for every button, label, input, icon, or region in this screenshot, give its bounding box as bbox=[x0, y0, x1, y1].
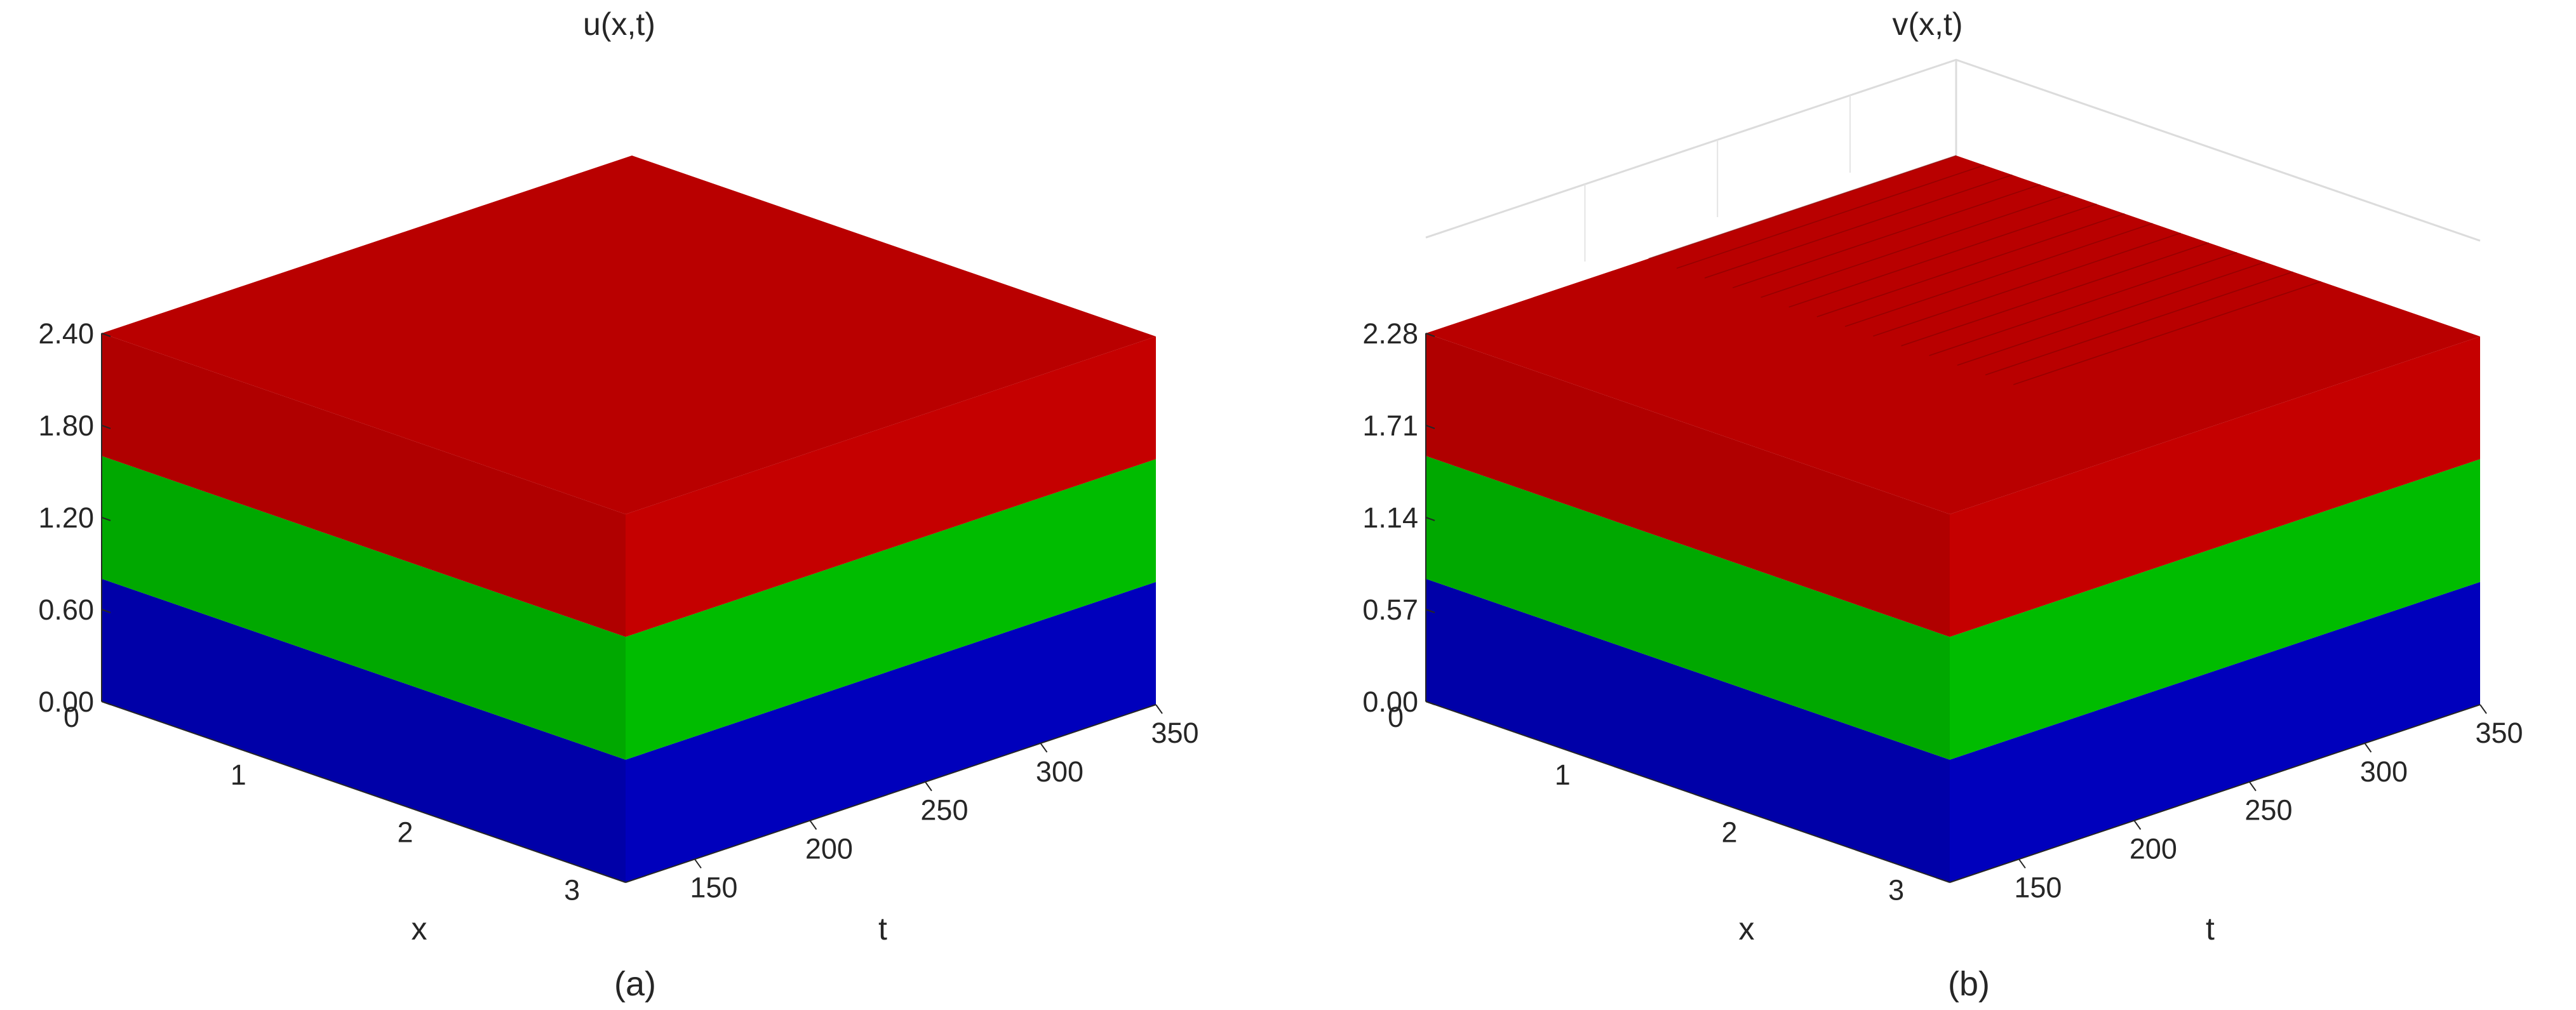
layer-1-side-face bbox=[626, 459, 1156, 760]
x-tick-label-3: 3 bbox=[1888, 874, 1904, 906]
x-tick-label-1: 1 bbox=[231, 759, 246, 791]
layer-0-front-face bbox=[1426, 578, 1950, 882]
t-axis-label-v: t bbox=[2206, 911, 2215, 947]
layer-0-side-face bbox=[1950, 581, 2480, 882]
x-axis-label-u: x bbox=[412, 911, 427, 947]
x-tick-label-3: 3 bbox=[564, 874, 580, 906]
z-tick-mark-2 bbox=[101, 517, 111, 521]
z-tick-label-2: 1.14 bbox=[1362, 502, 1418, 534]
axis-ticks-u: 0.00 0.60 1.20 1.80 2.40 0 1 2 3 150 200 250 300 350 bbox=[38, 317, 1198, 906]
t-tick-label-3: 300 bbox=[2360, 755, 2408, 788]
z-tick-mark-1 bbox=[1425, 609, 1435, 613]
top-stripe-7 bbox=[1844, 223, 2153, 328]
x-tick-label-0: 0 bbox=[64, 701, 79, 733]
z-tick-label-0: 0.00 bbox=[1362, 686, 1418, 718]
t-tick-mark-2 bbox=[2249, 781, 2257, 792]
layer-2-front-face bbox=[102, 333, 626, 637]
x-tick-label-2: 2 bbox=[1721, 816, 1737, 849]
t-axis-line bbox=[625, 704, 1157, 883]
top-stripe-4 bbox=[1761, 194, 2069, 298]
top-stripe-13 bbox=[2013, 281, 2321, 385]
top-stripe-0 bbox=[1648, 155, 1957, 260]
t-tick-label-1: 200 bbox=[805, 833, 853, 865]
t-tick-label-2: 250 bbox=[2244, 794, 2292, 827]
z-tick-mark-4 bbox=[1425, 333, 1435, 337]
x-tick-label-2: 2 bbox=[397, 816, 413, 849]
t-tick-label-1: 200 bbox=[2130, 833, 2177, 865]
t-tick-mark-3 bbox=[2364, 743, 2372, 753]
z-tick-label-1: 0.57 bbox=[1362, 594, 1418, 626]
layer-0-side-face bbox=[626, 581, 1156, 882]
t-tick-mark-3 bbox=[1040, 743, 1048, 753]
x-tick-label-1: 1 bbox=[1555, 759, 1571, 791]
t-tick-mark-1 bbox=[2133, 820, 2142, 830]
t-tick-mark-0 bbox=[694, 858, 702, 869]
top-stripe-6 bbox=[1816, 213, 2125, 317]
layer-0-front-face bbox=[102, 578, 626, 882]
top-stripe-10 bbox=[1929, 251, 2237, 356]
z-tick-mark-1 bbox=[101, 609, 111, 613]
t-tick-mark-4 bbox=[2479, 704, 2487, 714]
surface-v bbox=[1426, 155, 2480, 882]
top-stripe-8 bbox=[1873, 232, 2181, 337]
t-tick-label-0: 150 bbox=[2014, 871, 2062, 903]
t-tick-mark-2 bbox=[925, 781, 932, 792]
z-tick-label-3: 1.71 bbox=[1362, 409, 1418, 442]
chart-title-u: u(x,t) bbox=[583, 6, 655, 42]
layer-1-side-face bbox=[1950, 459, 2480, 760]
panel-label-b: (b) bbox=[1948, 965, 1990, 1003]
t-tick-mark-4 bbox=[1155, 704, 1163, 714]
t-axis-label-u: t bbox=[878, 911, 887, 947]
top-stripe-9 bbox=[1901, 242, 2210, 347]
z-tick-mark-2 bbox=[1425, 517, 1435, 521]
t-axis-line bbox=[1949, 704, 2481, 883]
z-tick-label-1: 0.60 bbox=[38, 594, 94, 626]
t-tick-label-3: 300 bbox=[1036, 755, 1083, 788]
t-tick-label-2: 250 bbox=[920, 794, 968, 827]
layer-2-side-face bbox=[1950, 336, 2480, 637]
z-tick-label-3: 1.80 bbox=[38, 409, 94, 442]
t-tick-mark-1 bbox=[809, 820, 817, 830]
grid-v bbox=[1425, 58, 2481, 262]
z-tick-label-2: 1.20 bbox=[38, 502, 94, 534]
x-tick-label-0: 0 bbox=[1388, 701, 1404, 733]
z-tick-label-0: 0.00 bbox=[38, 686, 94, 718]
layer-2-front-face bbox=[1426, 333, 1950, 637]
t-tick-label-4: 350 bbox=[1151, 717, 1198, 749]
panel-label-a: (a) bbox=[614, 965, 656, 1003]
top-stripe-11 bbox=[1957, 262, 2265, 366]
t-tick-label-0: 150 bbox=[690, 871, 737, 903]
top-stripe-2 bbox=[1704, 174, 2013, 279]
top-stripe-5 bbox=[1788, 203, 2097, 308]
x-axis-line bbox=[101, 701, 626, 883]
z-tick-label-4: 2.40 bbox=[38, 317, 94, 350]
x-axis-label-v: x bbox=[1739, 911, 1755, 947]
z-tick-label-4: 2.28 bbox=[1362, 317, 1418, 350]
axis-ticks-v: 0.00 0.57 1.14 1.71 2.28 0 1 2 3 150 200 250 300 350 bbox=[1362, 317, 2523, 906]
layer-2-side-face bbox=[626, 336, 1156, 637]
top-stripe-1 bbox=[1676, 164, 1985, 269]
t-tick-label-4: 350 bbox=[2475, 717, 2523, 749]
surface-u bbox=[102, 156, 1156, 882]
top-surface bbox=[102, 156, 1156, 514]
z-tick-mark-3 bbox=[101, 425, 111, 429]
z-tick-mark-3 bbox=[1425, 425, 1435, 429]
x-axis-line bbox=[1425, 701, 1950, 883]
top-stripe-3 bbox=[1733, 184, 2041, 288]
layer-1-front-face bbox=[102, 456, 626, 760]
layer-1-front-face bbox=[1426, 456, 1950, 760]
chart-title-v: v(x,t) bbox=[1892, 6, 1962, 42]
z-tick-mark-4 bbox=[101, 333, 111, 337]
top-stripe-12 bbox=[1985, 271, 2293, 376]
t-tick-mark-0 bbox=[2018, 858, 2026, 869]
